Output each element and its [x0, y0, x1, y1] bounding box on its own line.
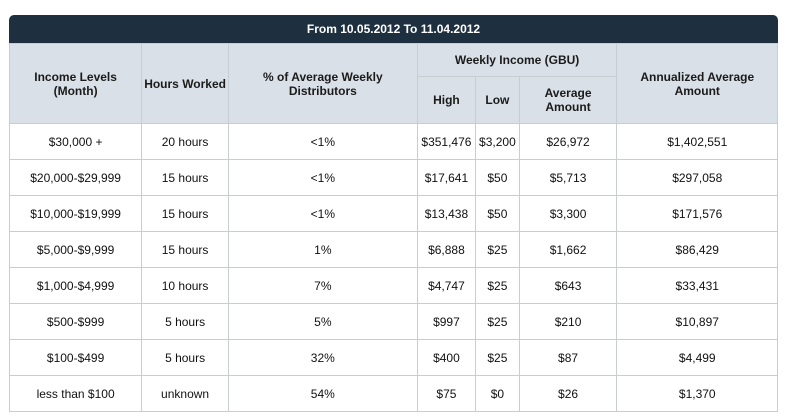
- header-low: Low: [475, 76, 520, 124]
- cell-low: $25: [475, 339, 520, 376]
- cell-hours: 20 hours: [141, 123, 229, 160]
- cell-pct: 1%: [227, 231, 418, 268]
- cell-hours: 5 hours: [141, 303, 229, 340]
- cell-pct: <1%: [227, 123, 418, 160]
- header-weekly-income: Weekly Income (GBU): [416, 43, 618, 77]
- header-income-levels: Income Levels (Month): [8, 43, 143, 124]
- cell-low: $50: [475, 159, 520, 196]
- table-row: $30,000 + 20 hours <1% $351,476 $3,200 $…: [8, 123, 778, 160]
- cell-pct: 7%: [227, 267, 418, 304]
- cell-pct: 32%: [227, 339, 418, 376]
- header-annualized: Annualized Average Amount: [616, 43, 778, 124]
- cell-low: $25: [475, 303, 520, 340]
- table-row: $500-$999 5 hours 5% $997 $25 $210 $10,8…: [8, 303, 778, 340]
- cell-high: $351,476: [416, 123, 477, 160]
- cell-average: $3,300: [518, 195, 618, 232]
- cell-average: $5,713: [518, 159, 618, 196]
- cell-hours: 15 hours: [141, 195, 229, 232]
- cell-high: $75: [416, 375, 477, 412]
- cell-pct: <1%: [227, 195, 418, 232]
- cell-average: $87: [518, 339, 618, 376]
- cell-high: $4,747: [416, 267, 477, 304]
- cell-hours: 15 hours: [141, 231, 229, 268]
- cell-pct: <1%: [227, 159, 418, 196]
- cell-average: $26,972: [518, 123, 618, 160]
- table-row: $20,000-$29,999 15 hours <1% $17,641 $50…: [8, 159, 778, 196]
- cell-hours: 5 hours: [141, 339, 229, 376]
- cell-low: $25: [475, 231, 520, 268]
- table-row: less than $100 unknown 54% $75 $0 $26 $1…: [8, 375, 778, 412]
- cell-average: $26: [518, 375, 618, 412]
- cell-annualized: $10,897: [616, 303, 778, 340]
- cell-pct: 5%: [227, 303, 418, 340]
- cell-low: $0: [475, 375, 520, 412]
- cell-annualized: $297,058: [616, 159, 778, 196]
- cell-annualized: $4,499: [616, 339, 778, 376]
- cell-income-level: $30,000 +: [8, 123, 143, 160]
- cell-average: $210: [518, 303, 618, 340]
- cell-income-level: $5,000-$9,999: [8, 231, 143, 268]
- table-row: $1,000-$4,999 10 hours 7% $4,747 $25 $64…: [8, 267, 778, 304]
- header-hours-worked: Hours Worked: [141, 43, 229, 124]
- cell-average: $643: [518, 267, 618, 304]
- cell-income-level: $100-$499: [8, 339, 143, 376]
- cell-income-level: $500-$999: [8, 303, 143, 340]
- cell-hours: 10 hours: [141, 267, 229, 304]
- table-title: From 10.05.2012 To 11.04.2012: [9, 15, 778, 43]
- cell-low: $3,200: [475, 123, 520, 160]
- cell-high: $17,641: [416, 159, 477, 196]
- table-row: $10,000-$19,999 15 hours <1% $13,438 $50…: [8, 195, 778, 232]
- table-row: $100-$499 5 hours 32% $400 $25 $87 $4,49…: [8, 339, 778, 376]
- cell-hours: unknown: [141, 375, 229, 412]
- cell-income-level: less than $100: [8, 375, 143, 412]
- cell-annualized: $171,576: [616, 195, 778, 232]
- cell-income-level: $1,000-$4,999: [8, 267, 143, 304]
- cell-income-level: $10,000-$19,999: [8, 195, 143, 232]
- cell-annualized: $86,429: [616, 231, 778, 268]
- cell-income-level: $20,000-$29,999: [8, 159, 143, 196]
- cell-high: $997: [416, 303, 477, 340]
- cell-hours: 15 hours: [141, 159, 229, 196]
- cell-low: $50: [475, 195, 520, 232]
- income-table-container: From 10.05.2012 To 11.04.2012 Income Lev…: [8, 15, 778, 412]
- cell-annualized: $33,431: [616, 267, 778, 304]
- cell-annualized: $1,370: [616, 375, 778, 412]
- cell-high: $13,438: [416, 195, 477, 232]
- cell-high: $400: [416, 339, 477, 376]
- table-row: $5,000-$9,999 15 hours 1% $6,888 $25 $1,…: [8, 231, 778, 268]
- cell-low: $25: [475, 267, 520, 304]
- income-table: Income Levels (Month) Hours Worked % of …: [8, 43, 778, 412]
- cell-high: $6,888: [416, 231, 477, 268]
- cell-average: $1,662: [518, 231, 618, 268]
- header-pct-distributors: % of Average Weekly Distributors: [227, 43, 418, 124]
- header-high: High: [416, 76, 477, 124]
- header-average-amount: Average Amount: [518, 76, 618, 124]
- cell-pct: 54%: [227, 375, 418, 412]
- cell-annualized: $1,402,551: [616, 123, 778, 160]
